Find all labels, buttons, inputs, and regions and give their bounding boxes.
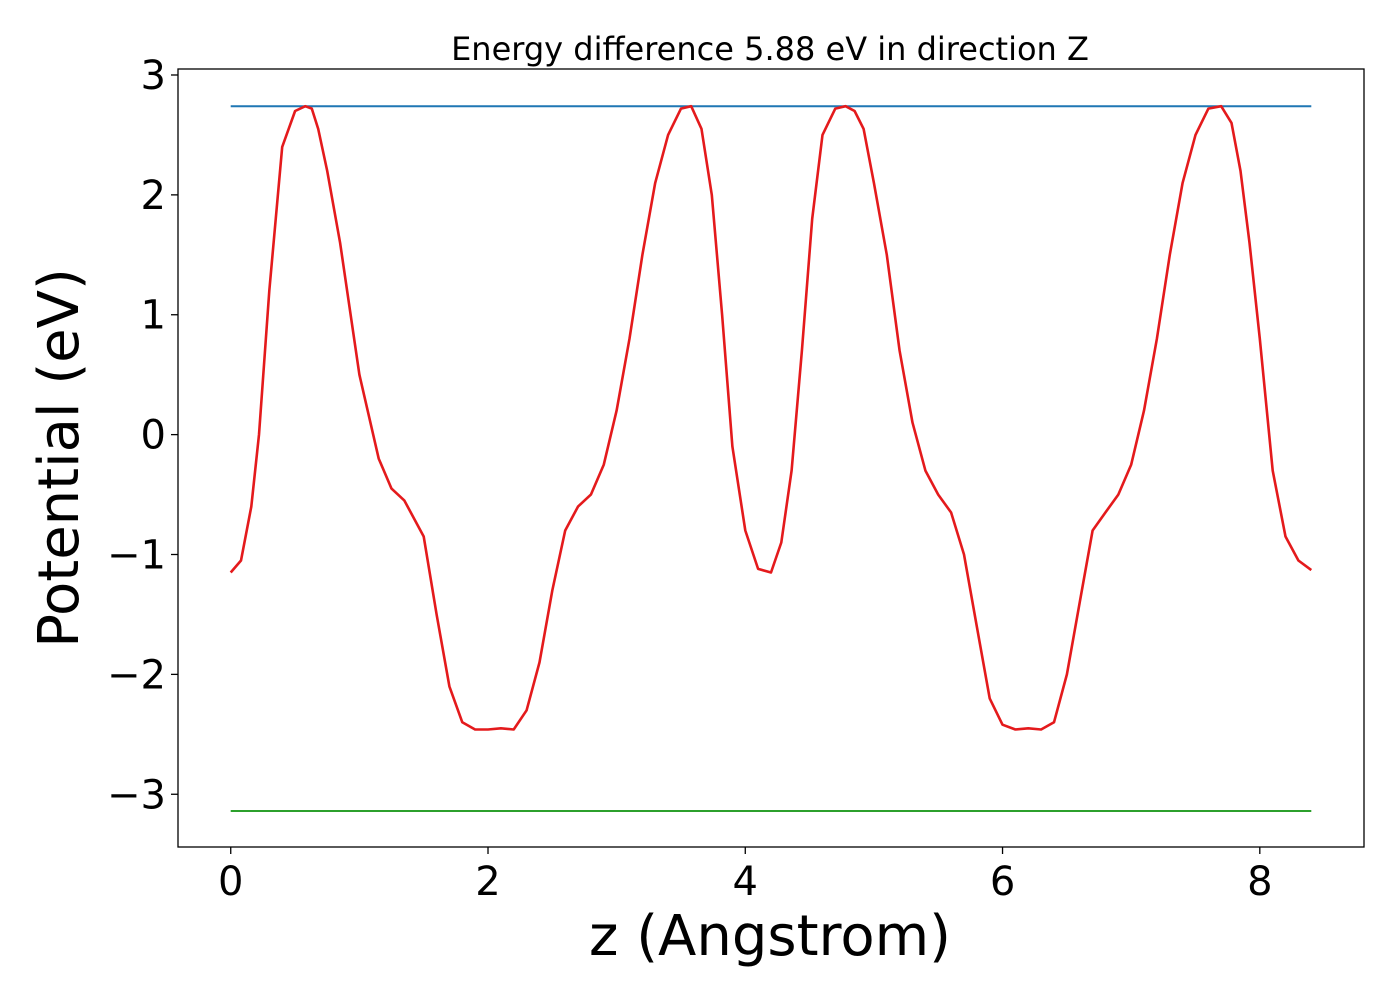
x-tick-label: 6 — [990, 859, 1015, 905]
x-axis-ticks: 0 2 4 6 8 — [218, 847, 1273, 905]
plot-frame — [178, 69, 1364, 847]
series-layer — [231, 106, 1312, 811]
x-tick-label: 2 — [475, 859, 500, 905]
y-tick-label: 2 — [141, 173, 166, 219]
chart-title: Energy difference 5.88 eV in direction Z — [451, 30, 1089, 68]
x-tick-label: 4 — [733, 859, 758, 905]
y-tick-label: −2 — [107, 652, 166, 698]
plot-area — [178, 69, 1364, 847]
y-tick-label: 0 — [141, 413, 166, 459]
x-tick-label: 0 — [218, 859, 243, 905]
y-axis-ticks: −3 −2 −1 0 1 2 3 — [107, 53, 178, 818]
y-tick-label: 1 — [141, 293, 166, 339]
y-axis-label: Potential (eV) — [27, 268, 92, 648]
x-tick-label: 8 — [1247, 859, 1272, 905]
y-tick-label: −1 — [107, 533, 166, 579]
x-axis-label: z (Angstrom) — [589, 904, 951, 969]
series-line-3 — [231, 106, 1312, 729]
y-tick-label: 3 — [141, 53, 166, 99]
y-tick-label: −3 — [107, 772, 166, 818]
